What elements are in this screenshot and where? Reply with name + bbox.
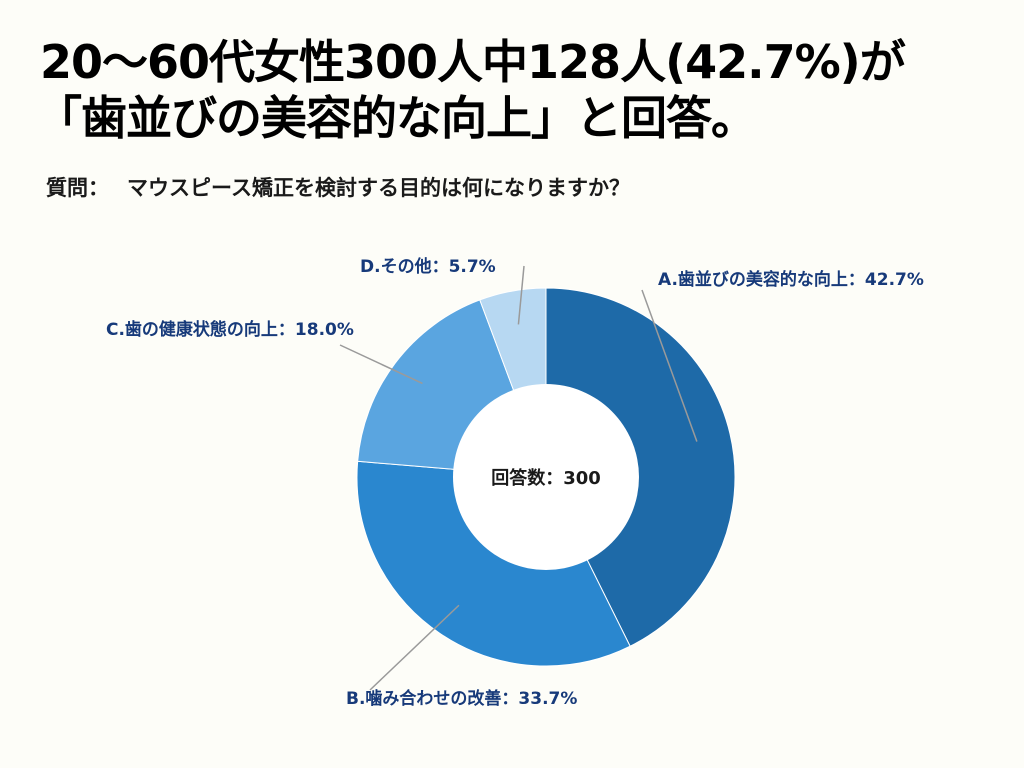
question-prefix: 質問： (46, 176, 109, 200)
slice-label-c: C.歯の健康状態の向上：18.0% (106, 319, 354, 340)
slice-labels: A.歯並びの美容的な向上：42.7% B.噛み合わせの改善：33.7% C.歯の健康… (106, 256, 924, 709)
leader-line-b (369, 604, 460, 691)
center-label: 回答数：300 (491, 467, 601, 489)
slice-label-b: B.噛み合わせの改善：33.7% (346, 688, 577, 709)
survey-question: 質問： マウスピース矯正を検討する目的は何になりますか？ (46, 172, 630, 202)
slice-label-a: A.歯並びの美容的な向上：42.7% (658, 269, 924, 290)
leader-line-c (339, 344, 423, 385)
donut-hole (453, 384, 639, 570)
leader-line-a (641, 289, 698, 442)
leader-line-d (517, 265, 525, 325)
slice-label-d: D.その他：5.7% (360, 256, 496, 277)
headline-line-2: 「歯並びの美容的な向上」と回答。 (36, 91, 757, 145)
headline-line-1: 20〜60代女性300人中128人(42.7%)が (40, 35, 906, 89)
leader-lines (339, 265, 698, 691)
question-text: マウスピース矯正を検討する目的は何になりますか？ (127, 176, 630, 200)
